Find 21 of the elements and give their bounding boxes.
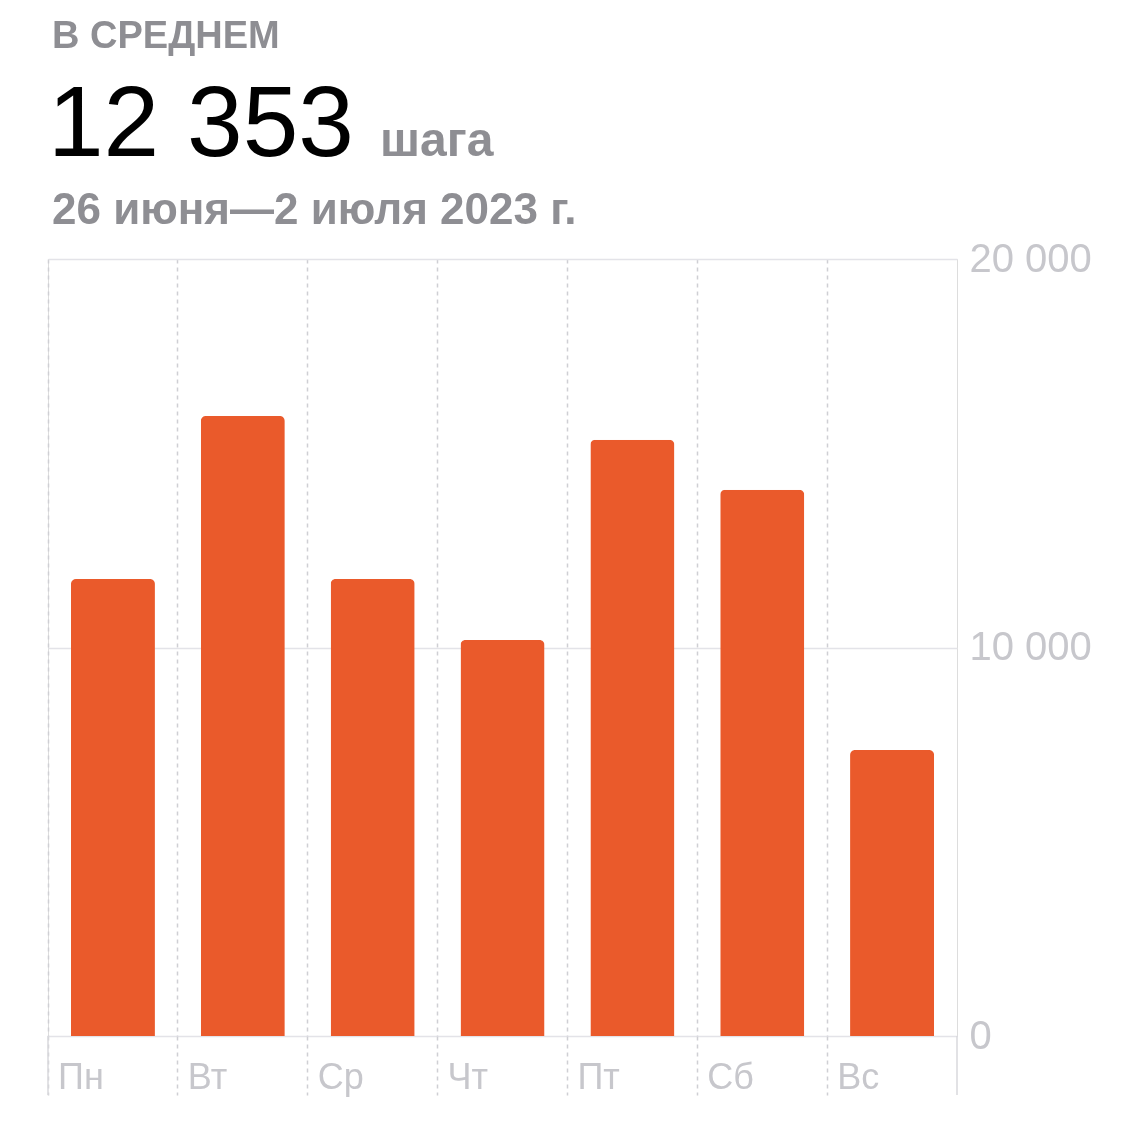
y-tick-label: 0 — [969, 1012, 992, 1057]
x-tick-label: Сб — [707, 1055, 754, 1097]
x-tick-label: Вс — [837, 1055, 880, 1097]
chart-subtitle: 26 июня—2 июля 2023 г. — [52, 184, 577, 233]
bar — [590, 439, 675, 1036]
x-tick-label: Пт — [577, 1055, 620, 1097]
x-tick-label: Пн — [58, 1055, 104, 1097]
bar — [70, 579, 155, 1036]
y-tick-label: 20 000 — [969, 235, 1092, 280]
x-tick-label: Чт — [447, 1055, 489, 1097]
text: В СРЕДНЕМ — [52, 14, 280, 56]
text: шага — [380, 113, 494, 166]
chart-title: 12 353 — [48, 65, 354, 177]
y-tick-label: 10 000 — [969, 624, 1092, 668]
bar — [720, 489, 805, 1036]
bar — [200, 415, 285, 1036]
bar — [330, 579, 415, 1036]
bar — [850, 750, 935, 1036]
x-tick-label: Вт — [187, 1055, 228, 1097]
bar — [460, 640, 545, 1036]
x-tick-label: Ср — [317, 1055, 364, 1097]
